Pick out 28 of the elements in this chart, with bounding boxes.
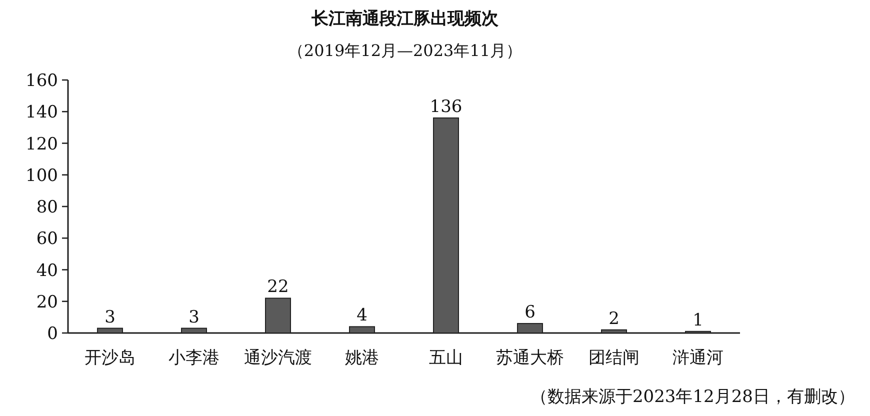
text: （数据来源于2023年12月28日，有删改） <box>530 387 855 407</box>
data-label: 136 <box>430 96 462 117</box>
x-tick-label: 五山 <box>429 348 463 368</box>
data-label: 3 <box>104 307 116 328</box>
x-tick-label: 通沙汽渡 <box>244 348 312 368</box>
data-label: 2 <box>608 308 620 329</box>
data-label: 4 <box>356 306 368 326</box>
y-tick-label: 40 <box>36 260 58 281</box>
y-tick-label: 20 <box>36 292 58 312</box>
y-tick-label: 0 <box>47 324 58 344</box>
y-tick-label: 80 <box>36 198 58 218</box>
data-label: 22 <box>267 277 289 298</box>
x-tick-label: 姚港 <box>345 348 379 368</box>
x-tick-label: 小李港 <box>168 348 220 368</box>
y-tick-label: 120 <box>26 134 58 154</box>
y-tick-label: 140 <box>26 102 58 123</box>
x-tick-label: 苏通大桥 <box>496 348 564 368</box>
x-tick-label: 浒通河 <box>672 348 724 368</box>
data-label: 3 <box>188 307 200 328</box>
chart-title: 长江南通段江豚出现频次 <box>310 9 500 29</box>
y-tick-label: 60 <box>36 229 58 250</box>
chart-subtitle: （2019年12月—2023年11月） <box>288 41 522 60</box>
x-tick-label: 团结闸 <box>588 348 640 368</box>
data-label: 6 <box>524 302 536 323</box>
data-label: 1 <box>692 310 704 330</box>
y-tick-label: 160 <box>26 71 58 91</box>
x-tick-label: 开沙岛 <box>84 348 136 368</box>
y-tick-label: 100 <box>26 166 58 186</box>
